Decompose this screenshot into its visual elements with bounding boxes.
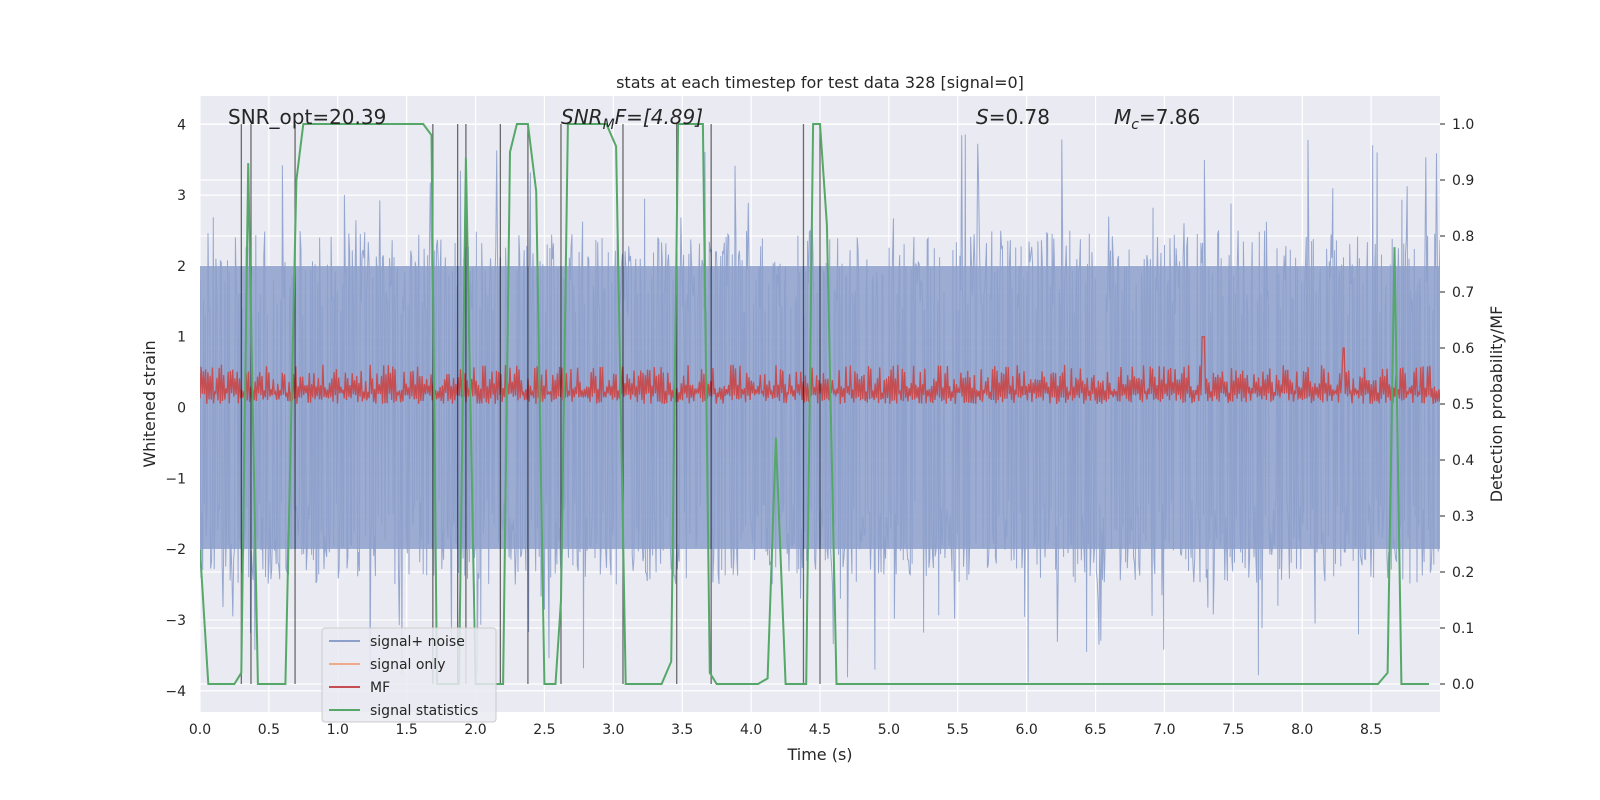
legend: signal+ noise signal only MF signal stat… — [321, 627, 497, 723]
y-right-tick-label: 0.9 — [1452, 173, 1474, 189]
y-tick-label: −4 — [165, 684, 186, 700]
annotation-mc-main: M — [1114, 105, 1131, 129]
x-tick-label: 1.5 — [396, 722, 418, 738]
y-axis-right-ticks: 0.0 0.1 0.2 0.3 0.4 0.5 0.6 0.7 0.8 0.9 1.0 — [1440, 117, 1474, 693]
annotation-snr-opt: SNR_opt=20.39 — [228, 105, 386, 129]
y-right-tick-label: 0.0 — [1452, 677, 1474, 693]
annotation-snr-mf: SNRMF=[4.89] — [561, 105, 703, 133]
y-right-tick-label: 0.4 — [1452, 453, 1474, 469]
legend-label-signal-noise: signal+ noise — [370, 634, 465, 650]
y-right-tick-label: 0.8 — [1452, 229, 1474, 245]
x-tick-label: 3.0 — [602, 722, 624, 738]
x-axis-label: Time (s) — [786, 745, 852, 764]
y-right-tick-label: 1.0 — [1452, 117, 1474, 133]
legend-label-signal-statistics: signal statistics — [370, 703, 478, 719]
y-right-tick-label: 0.2 — [1452, 565, 1474, 581]
y-tick-label: −3 — [165, 613, 186, 629]
annotation-mc: Mc=7.86 — [1114, 105, 1200, 133]
y-tick-label: 1 — [177, 330, 186, 346]
y-tick-label: −2 — [165, 542, 186, 558]
y-right-tick-label: 0.7 — [1452, 285, 1474, 301]
legend-label-mf: MF — [370, 680, 390, 696]
y-tick-label: 0 — [177, 401, 186, 417]
y-tick-label: −1 — [165, 471, 186, 487]
legend-box — [321, 627, 497, 723]
x-tick-label: 2.5 — [533, 722, 555, 738]
annotation-snr-mf-main: SNR — [561, 105, 603, 129]
annotation-s-main: S — [976, 105, 989, 129]
y-right-tick-label: 0.5 — [1452, 397, 1474, 413]
y-right-tick-label: 0.1 — [1452, 621, 1474, 637]
annotation-snr-mf-sub: M — [603, 117, 615, 133]
annotation-s-rest: =0.78 — [989, 105, 1050, 129]
x-tick-label: 5.0 — [878, 722, 900, 738]
annotation-snr-mf-rest: F=[4.89] — [615, 105, 703, 129]
x-tick-label: 4.0 — [740, 722, 762, 738]
x-tick-label: 8.5 — [1360, 722, 1382, 738]
legend-label-signal-only: signal only — [370, 657, 445, 673]
x-tick-label: 0.5 — [258, 722, 280, 738]
x-tick-label: 1.0 — [327, 722, 349, 738]
y-axis-right-label: Detection probability/MF — [1487, 306, 1506, 503]
x-tick-label: 0.0 — [189, 722, 211, 738]
chart-title: stats at each timestep for test data 328… — [616, 73, 1024, 92]
y-tick-label: 3 — [177, 188, 186, 204]
annotation-mc-sub: c — [1131, 117, 1139, 133]
x-axis-ticks: 0.0 0.5 1.0 1.5 2.0 2.5 3.0 3.5 4.0 4.5 5.0 5.5 6.0 6… — [189, 722, 1382, 738]
x-tick-label: 3.5 — [671, 722, 693, 738]
x-tick-label: 8.0 — [1291, 722, 1313, 738]
signal-statistics-series — [200, 123, 1429, 685]
y-axis-ticks: −4 −3 −2 −1 0 1 2 3 4 — [165, 117, 186, 699]
y-right-tick-label: 0.6 — [1452, 341, 1474, 357]
annotation-mc-rest: =7.86 — [1139, 105, 1200, 129]
x-tick-label: 6.5 — [1084, 722, 1106, 738]
x-tick-label: 5.5 — [947, 722, 969, 738]
y-tick-label: 4 — [177, 117, 186, 133]
x-tick-label: 4.5 — [809, 722, 831, 738]
annotation-s: S=0.78 — [976, 105, 1050, 129]
y-axis-label: Whitened strain — [140, 340, 159, 467]
x-tick-label: 6.0 — [1016, 722, 1038, 738]
y-tick-label: 2 — [177, 259, 186, 275]
x-tick-label: 2.0 — [464, 722, 486, 738]
y-right-tick-label: 0.3 — [1452, 509, 1474, 525]
x-tick-label: 7.5 — [1222, 722, 1244, 738]
x-tick-label: 7.0 — [1153, 722, 1175, 738]
